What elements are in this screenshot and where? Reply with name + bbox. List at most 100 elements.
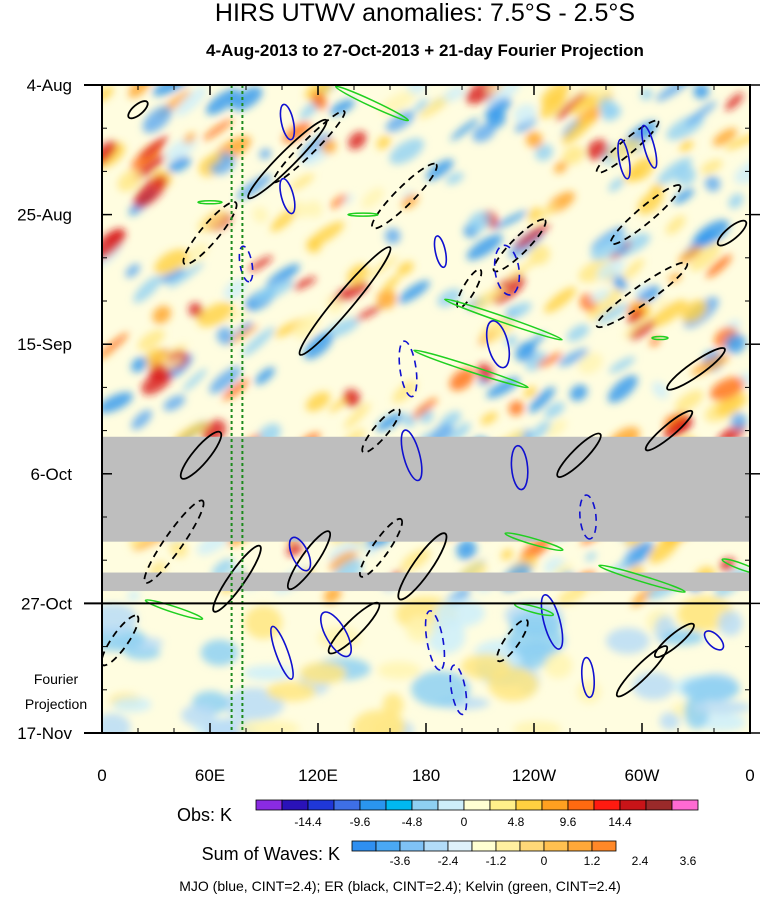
field-cell bbox=[525, 131, 543, 149]
field-cell bbox=[472, 123, 496, 142]
mjo-contour bbox=[279, 103, 296, 141]
field-cell bbox=[535, 144, 553, 161]
colorbar-swatch bbox=[471, 840, 497, 852]
field-cell bbox=[131, 409, 152, 430]
field-cell bbox=[125, 263, 141, 278]
field-cell bbox=[562, 145, 585, 165]
projection-cell bbox=[223, 687, 284, 721]
field-cell bbox=[544, 287, 577, 313]
field-cell bbox=[329, 550, 358, 572]
colorbar-swatch bbox=[281, 799, 309, 811]
y-tick-label: 15-Sep bbox=[17, 335, 72, 354]
field-cell bbox=[539, 92, 567, 119]
field-cell bbox=[180, 242, 209, 268]
colorbar-swatch bbox=[593, 799, 621, 811]
missing-data bbox=[102, 436, 750, 592]
er-contour bbox=[644, 409, 694, 452]
projection-cell bbox=[102, 603, 138, 635]
field-cell bbox=[182, 368, 208, 392]
field-cell bbox=[578, 352, 603, 374]
field-cell bbox=[523, 386, 537, 398]
field-cell bbox=[188, 302, 204, 318]
colorbar-swatch bbox=[519, 840, 545, 852]
projection-cell bbox=[244, 605, 283, 640]
er-contour bbox=[272, 110, 346, 184]
projection-cell bbox=[112, 697, 152, 713]
field-cell bbox=[216, 327, 234, 345]
field-cell bbox=[389, 138, 424, 165]
projection-cell bbox=[425, 618, 466, 654]
field-cell bbox=[486, 85, 521, 109]
field-cell bbox=[700, 159, 723, 175]
field-cell bbox=[493, 210, 529, 230]
field-cell bbox=[342, 194, 354, 205]
field-cell bbox=[361, 187, 384, 209]
colorbar-swatch bbox=[359, 799, 387, 811]
field-cell bbox=[657, 157, 692, 185]
field-cell bbox=[197, 209, 227, 233]
field-cell bbox=[486, 377, 520, 399]
projection-label-2: Projection bbox=[25, 696, 87, 712]
y-tick-label: 4-Aug bbox=[27, 76, 72, 95]
er-contour bbox=[556, 432, 602, 478]
field-cell bbox=[589, 289, 611, 303]
colorbar-swatch bbox=[447, 840, 473, 852]
field-cell bbox=[152, 305, 172, 324]
colorbar-swatch bbox=[567, 840, 593, 852]
projection-cell bbox=[717, 610, 743, 636]
field-cell bbox=[117, 169, 142, 192]
field-cell bbox=[681, 299, 708, 323]
field-cell bbox=[477, 363, 494, 382]
er-contour bbox=[182, 201, 238, 266]
projection-cell bbox=[544, 652, 573, 679]
kelvin-contour bbox=[413, 349, 529, 389]
er-contour bbox=[492, 218, 547, 273]
colorbar-swatch bbox=[385, 799, 413, 811]
x-tick-label: 0 bbox=[745, 766, 754, 785]
field-cell bbox=[328, 538, 362, 563]
kelvin-contour bbox=[347, 212, 379, 217]
missing-data-band bbox=[102, 572, 750, 592]
kelvin-contour bbox=[444, 298, 563, 341]
waves-colorbar-label: Sum of Waves: K bbox=[202, 844, 340, 864]
field-cell bbox=[545, 419, 567, 438]
field-cell bbox=[252, 206, 269, 224]
field-cell bbox=[148, 363, 168, 382]
projection-cell bbox=[237, 719, 300, 733]
field-cell bbox=[270, 208, 297, 232]
field-cell bbox=[105, 228, 124, 245]
er-contour bbox=[615, 645, 669, 698]
projection-cell bbox=[200, 639, 239, 666]
field-cell bbox=[226, 309, 248, 322]
mjo-contour bbox=[579, 494, 597, 540]
projection-cell bbox=[377, 661, 421, 680]
colorbar-tick-label: 9.6 bbox=[560, 815, 577, 829]
colorbar-swatch bbox=[463, 799, 491, 811]
mjo-contour bbox=[540, 593, 564, 650]
field-cell bbox=[376, 135, 391, 150]
field-cell bbox=[650, 183, 664, 197]
field-cell bbox=[209, 366, 242, 394]
field-cell bbox=[505, 256, 541, 282]
field-cell bbox=[222, 378, 249, 401]
plot-area bbox=[102, 85, 750, 733]
x-tick-label: 60W bbox=[625, 766, 660, 785]
er-contour bbox=[286, 530, 332, 591]
field-cell bbox=[167, 156, 191, 173]
field-cell bbox=[628, 157, 655, 182]
field-cell bbox=[292, 276, 317, 290]
field-cell bbox=[133, 275, 162, 304]
field-cell bbox=[305, 200, 323, 218]
field-cell bbox=[675, 390, 704, 412]
field-cell bbox=[384, 228, 401, 244]
mjo-contour bbox=[424, 610, 446, 671]
field-cell bbox=[197, 302, 234, 327]
colorbar-tick-label: 4.8 bbox=[508, 815, 525, 829]
field-cell bbox=[693, 85, 710, 99]
field-cell bbox=[128, 85, 152, 99]
field-cell bbox=[306, 238, 322, 254]
field-cell bbox=[343, 389, 361, 408]
colorbar-tick-label: 14.4 bbox=[608, 815, 632, 829]
field-cell bbox=[139, 136, 169, 160]
mjo-contour bbox=[270, 625, 294, 680]
